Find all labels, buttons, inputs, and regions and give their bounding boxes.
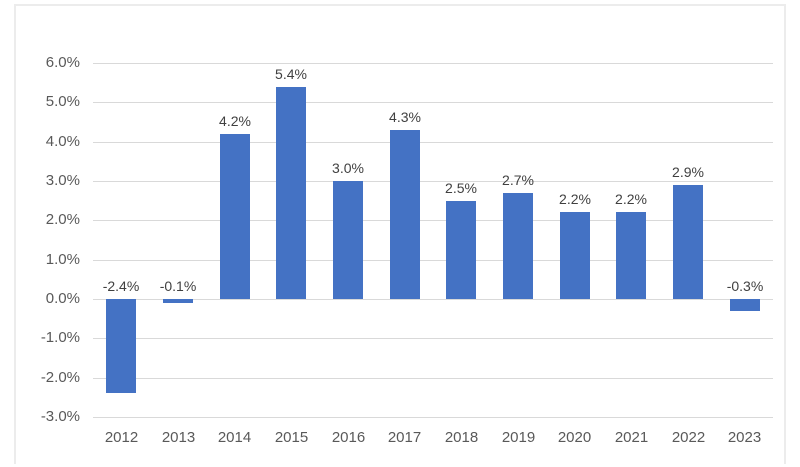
bar-data-label: -0.3% [726,278,764,294]
gridline [93,260,773,261]
y-axis-tick-label: -3.0% [40,408,80,425]
bar-data-label: 2.5% [445,180,477,196]
gridline [93,378,773,379]
bar-data-label: 2.9% [672,164,704,180]
x-axis-category-label: 2023 [727,429,762,446]
x-axis-category-label: 2020 [557,429,592,446]
gridline [93,220,773,221]
y-axis-tick-label: 0.0% [45,290,80,307]
y-axis-tick-label: 3.0% [45,172,80,189]
y-axis-tick-label: 1.0% [45,251,80,268]
x-axis-category-label: 2021 [614,429,649,446]
x-axis-category-label: 2014 [217,429,252,446]
bar [560,212,590,299]
x-axis-category-label: 2019 [501,429,536,446]
bar [333,181,363,299]
gridline [93,417,773,418]
bar-data-label: 2.2% [559,191,591,207]
x-axis-category-label: 2022 [671,429,706,446]
bar-data-label: 2.2% [615,191,647,207]
bar [673,185,703,299]
bar [503,193,533,299]
x-axis-category-label: 2015 [274,429,309,446]
bar-data-label: 4.2% [219,113,251,129]
y-axis-tick-label: -1.0% [40,329,80,346]
bar [106,299,136,393]
x-axis-category-label: 2018 [444,429,479,446]
y-axis-tick-label: 2.0% [45,211,80,228]
y-axis-tick-label: 5.0% [45,93,80,110]
bar-data-label: 5.4% [275,66,307,82]
bar-data-label: 4.3% [389,109,421,125]
bar-data-label: 2.7% [502,172,534,188]
y-axis-tick-label: 4.0% [45,133,80,150]
bar-data-label: -2.4% [102,278,140,294]
y-axis-tick-label: 6.0% [45,54,80,71]
gridline [93,299,773,300]
bar [220,134,250,299]
gridline [93,181,773,182]
gridline [93,63,773,64]
bar [163,299,193,303]
bar [730,299,760,311]
y-axis-tick-label: -2.0% [40,369,80,386]
gridline [93,142,773,143]
bar [276,87,306,299]
bar [390,130,420,299]
bar-data-label: -0.1% [159,278,197,294]
x-axis-category-label: 2017 [387,429,422,446]
bar-data-label: 3.0% [332,160,364,176]
x-axis-category-label: 2012 [104,429,139,446]
bar [446,201,476,299]
bar [616,212,646,299]
x-axis-category-label: 2013 [161,429,196,446]
gridline [93,102,773,103]
x-axis-category-label: 2016 [331,429,366,446]
gridline [93,338,773,339]
